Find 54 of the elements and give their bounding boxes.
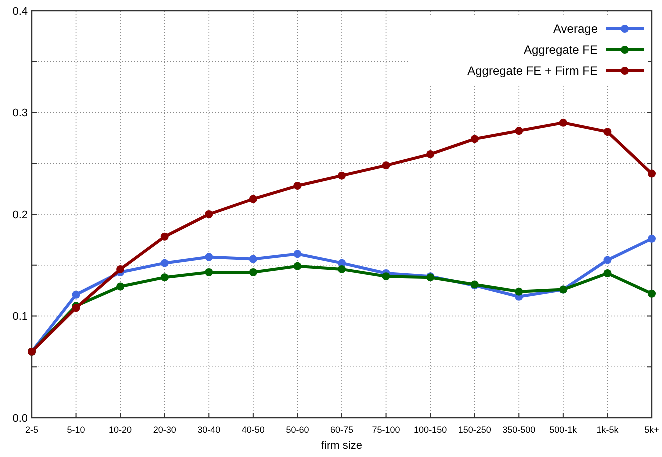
x-tick-label: 60-75 — [330, 425, 354, 435]
point — [116, 265, 125, 274]
x-axis-title: firm size — [322, 440, 362, 452]
x-tick-label: 75-100 — [372, 425, 400, 435]
y-tick-label: 0.2 — [12, 209, 28, 222]
point — [338, 265, 346, 274]
point — [382, 272, 390, 281]
point — [604, 256, 612, 264]
x-tick-label: 30-40 — [198, 425, 221, 435]
point — [294, 182, 302, 190]
point — [160, 259, 169, 268]
point — [559, 118, 568, 127]
x-tick-label: 20-30 — [153, 425, 176, 435]
x-tick-label: 50-60 — [286, 425, 310, 435]
x-tick-label: 5-10 — [67, 425, 86, 435]
point — [205, 253, 214, 262]
legend-label: Aggregate FE + Firm FE — [468, 64, 598, 78]
point — [338, 172, 346, 180]
point — [648, 234, 656, 243]
point — [160, 274, 169, 282]
x-tick-label: 350-500 — [502, 425, 536, 435]
x-tick-label: 150-250 — [458, 425, 492, 435]
point — [116, 282, 125, 291]
point — [648, 290, 656, 298]
legend-label: Aggregate FE — [524, 43, 598, 58]
x-tick-label: 500-1k — [550, 425, 578, 435]
y-tick-label: 0.3 — [12, 108, 28, 120]
x-tick-label: 10-20 — [109, 425, 132, 435]
x-tick-label: 100-150 — [414, 425, 448, 435]
point — [205, 210, 214, 218]
point — [294, 250, 302, 258]
point — [515, 127, 524, 136]
point — [205, 268, 214, 276]
point — [72, 290, 80, 299]
point — [515, 288, 524, 296]
y-tick-label: 0.1 — [12, 311, 28, 324]
y-tick-label: 0.4 — [12, 6, 28, 18]
point — [426, 150, 435, 158]
x-tick-label: 5k+ — [644, 425, 660, 435]
point — [249, 268, 258, 276]
point — [382, 162, 390, 170]
point — [648, 170, 656, 178]
point — [604, 270, 612, 278]
point — [470, 135, 479, 144]
x-tick-label: 1k-5k — [596, 425, 620, 435]
y-tick-label: 0.0 — [12, 412, 28, 425]
point — [249, 255, 258, 264]
x-tick-label: 2-5 — [25, 425, 39, 435]
point — [294, 262, 302, 270]
point — [249, 195, 258, 204]
point — [604, 128, 612, 136]
legend-label: Average — [554, 22, 598, 36]
point — [160, 232, 169, 241]
x-tick-label: 40-50 — [242, 425, 265, 435]
